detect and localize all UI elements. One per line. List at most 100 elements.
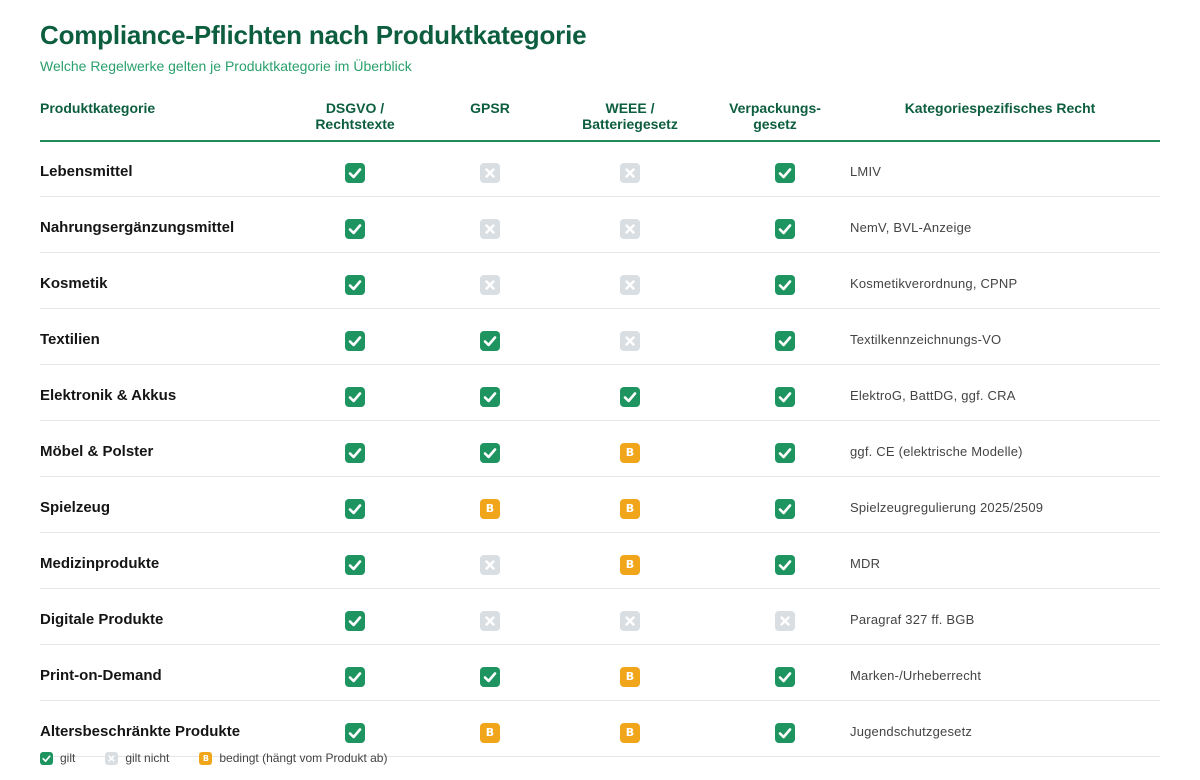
cross-icon — [480, 554, 500, 575]
page-title: Compliance-Pflichten nach Produktkategor… — [40, 20, 587, 50]
page-subtitle: Welche Regelwerke gelten je Produktkateg… — [40, 58, 412, 74]
check-icon — [775, 330, 795, 351]
cross-icon — [620, 218, 640, 239]
cell-dsgvo — [285, 309, 425, 364]
column-header-weee: WEEE / Batteriegesetz — [550, 100, 710, 132]
cell-dsgvo — [285, 533, 425, 588]
column-header-weee-line1: WEEE / — [605, 100, 655, 116]
row-specific-law: ggf. CE (elektrische Modelle) — [850, 444, 1023, 459]
check-icon — [345, 666, 365, 687]
check-icon — [775, 274, 795, 295]
table-row: Medizinprodukte B MDR — [40, 533, 1160, 589]
row-category: Kosmetik — [40, 275, 108, 292]
cell-dsgvo — [285, 197, 425, 252]
column-header-dsgvo-line1: DSGVO / — [325, 100, 385, 116]
table-row: Nahrungsergänzungsmittel NemV, BVL-Anzeig… — [40, 197, 1160, 253]
legend-label: gilt — [60, 751, 76, 765]
cell-weee — [550, 141, 710, 196]
cross-icon — [105, 751, 119, 765]
column-header-packaging-line1: Verpackungs- — [729, 100, 821, 116]
cell-dsgvo — [285, 589, 425, 644]
table-row: Textilien Textilkennzeichnungs-VO — [40, 309, 1160, 365]
cell-weee — [550, 589, 710, 644]
row-category: Lebensmittel — [40, 163, 133, 180]
legend-item-yes: gilt — [40, 751, 75, 765]
cell-weee — [550, 365, 710, 420]
cell-gpsr — [440, 197, 540, 252]
cell-gpsr — [440, 309, 540, 364]
cell-weee — [550, 309, 710, 364]
table-row: Digitale Produkte Paragraf 327 ff. BGB — [40, 589, 1160, 645]
cell-weee — [550, 253, 710, 308]
legend-item-no: gilt nicht — [105, 751, 169, 765]
row-specific-law: Marken-/Urheberrecht — [850, 668, 982, 683]
row-specific-law: Paragraf 327 ff. BGB — [850, 612, 975, 627]
column-header-gpsr: GPSR — [470, 100, 510, 116]
legend-label: bedingt (hängt vom Produkt ab) — [219, 751, 388, 765]
conditional-b-icon: B — [199, 751, 213, 765]
check-icon — [345, 442, 365, 463]
check-icon — [775, 722, 795, 743]
cell-gpsr — [440, 365, 540, 420]
cell-pack — [710, 589, 860, 644]
cross-icon — [480, 274, 500, 295]
row-category: Print-on-Demand — [40, 667, 162, 684]
column-header-packaging-line2: gesetz — [753, 116, 797, 132]
row-specific-law: MDR — [850, 556, 881, 571]
cell-pack — [710, 533, 860, 588]
table-header: Produktkategorie DSGVO / Rechtstexte GPS… — [40, 98, 1160, 142]
cell-weee — [550, 197, 710, 252]
check-icon — [480, 330, 500, 351]
cell-pack — [710, 141, 860, 196]
check-icon — [345, 610, 365, 631]
table-row: Altersbeschränkte Produkte B B Jugendschutz… — [40, 701, 1160, 757]
column-header-dsgvo-line2: Rechtstexte — [315, 116, 395, 132]
cell-pack — [710, 309, 860, 364]
table-row: Print-on-Demand B Marken-/Urheberrecht — [40, 645, 1160, 701]
check-icon — [775, 498, 795, 519]
check-icon — [775, 442, 795, 463]
cell-weee: B — [550, 421, 710, 476]
check-icon — [345, 722, 365, 743]
table-body: Lebensmittel LMIV Nahrungsergänzungsmittel… — [40, 141, 1160, 757]
column-header-weee-line2: Batteriegesetz — [582, 116, 678, 132]
cell-pack — [710, 421, 860, 476]
row-category: Textilien — [40, 331, 100, 348]
cell-pack — [710, 701, 860, 756]
check-icon — [775, 386, 795, 407]
cell-pack — [710, 197, 860, 252]
cell-dsgvo — [285, 365, 425, 420]
cross-icon — [620, 274, 640, 295]
check-icon — [40, 751, 53, 765]
row-specific-law: ElektroG, BattDG, ggf. CRA — [850, 388, 1016, 403]
cell-weee: B — [550, 533, 710, 588]
cell-pack — [710, 253, 860, 308]
conditional-b-icon: B — [480, 722, 500, 743]
check-icon — [345, 554, 365, 575]
row-category: Möbel & Polster — [40, 443, 154, 460]
table-row: Kosmetik Kosmetikverordnung, CPNP — [40, 253, 1160, 309]
conditional-b-icon: B — [620, 722, 640, 743]
column-header-dsgvo: DSGVO / Rechtstexte — [285, 100, 425, 132]
cell-pack — [710, 365, 860, 420]
check-icon — [775, 162, 795, 183]
check-icon — [480, 442, 500, 463]
conditional-b-icon: B — [620, 442, 640, 463]
check-icon — [480, 666, 500, 687]
cell-weee: B — [550, 645, 710, 700]
cell-dsgvo — [285, 141, 425, 196]
row-specific-law: Textilkennzeichnungs-VO — [850, 332, 1002, 347]
row-category: Nahrungsergänzungsmittel — [40, 219, 235, 236]
row-category: Altersbeschränkte Produkte — [40, 723, 241, 740]
cell-gpsr — [440, 421, 540, 476]
cell-gpsr — [440, 645, 540, 700]
cell-dsgvo — [285, 645, 425, 700]
table-row: Spielzeug B B Spielzeugregulierung 2025/250… — [40, 477, 1160, 533]
check-icon — [345, 498, 365, 519]
row-category: Spielzeug — [40, 499, 111, 516]
row-specific-law: NemV, BVL-Anzeige — [850, 220, 972, 235]
row-category: Digitale Produkte — [40, 611, 164, 628]
cell-weee: B — [550, 477, 710, 532]
